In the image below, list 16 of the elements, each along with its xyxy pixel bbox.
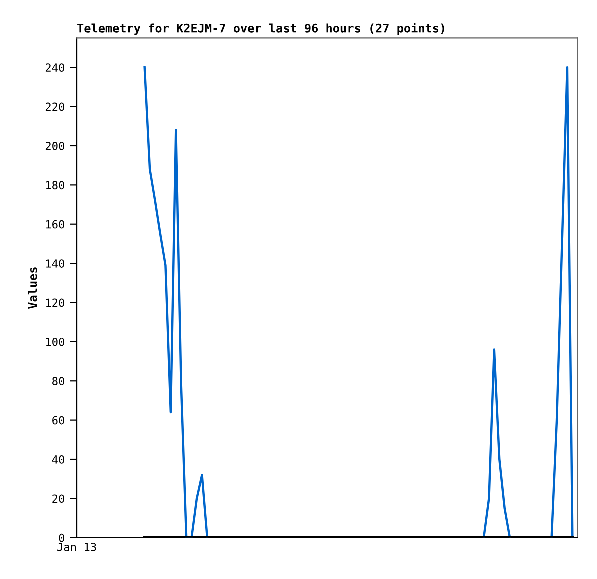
y-tick-label: 200 bbox=[46, 142, 64, 150]
y-tick-label: 20 bbox=[52, 494, 64, 504]
y-tick-label: 40 bbox=[52, 456, 64, 464]
y-tick-label: 100 bbox=[46, 338, 64, 346]
y-tick-label: 0 bbox=[59, 534, 64, 542]
y-tick-label: 120 bbox=[46, 298, 64, 308]
x-tick-label: Jan 13 bbox=[58, 543, 96, 552]
chart-title: Telemetry for K2EJM-7 over last 96 hours (27 points) bbox=[78, 23, 444, 36]
y-tick-label: 220 bbox=[46, 102, 64, 112]
y-tick-label: 180 bbox=[46, 181, 64, 190]
y-tick-label: 140 bbox=[46, 260, 64, 268]
y-axis-title: Values bbox=[28, 268, 38, 310]
y-tick-label: 80 bbox=[52, 377, 64, 386]
y-tick-label: 240 bbox=[46, 64, 64, 72]
y-tick-label: 160 bbox=[46, 220, 64, 229]
y-tick-label: 60 bbox=[52, 416, 64, 425]
